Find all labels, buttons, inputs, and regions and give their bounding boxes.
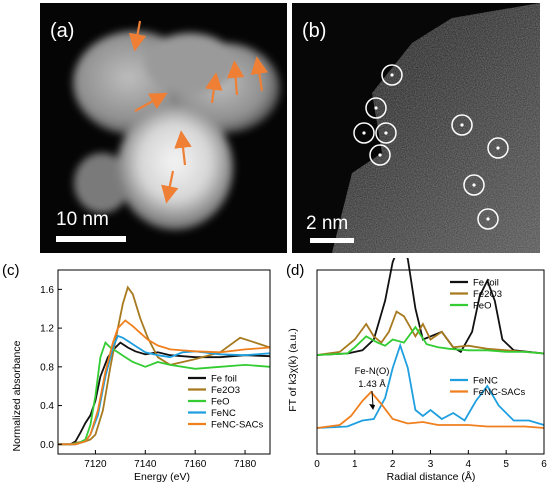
- x-tick-label: 4: [466, 459, 472, 470]
- legend-label-fe-foil: Fe foil: [211, 374, 237, 385]
- series-fe2o3: [316, 310, 545, 356]
- legend-label-feo: FeO: [211, 397, 229, 408]
- panel-c-label: (c): [2, 262, 20, 279]
- panel-a-scale-text: 10 nm: [56, 209, 109, 230]
- annotation: Fe-N(O) 1.43 Å: [355, 366, 390, 410]
- panel-b-micrograph: (b) 2 nm: [292, 3, 540, 253]
- arrow-markers: [128, 20, 269, 204]
- y-tick-label: 0.8: [40, 362, 54, 373]
- x-tick-label: 1: [352, 459, 358, 470]
- legend-label-feo: FeO: [473, 301, 491, 312]
- y-tick-label: 0.4: [40, 401, 54, 412]
- y-tick-label: 1.6: [40, 285, 54, 296]
- x-tick-label: 3: [428, 459, 434, 470]
- x-tick-label: 5: [503, 459, 509, 470]
- x-tick-label: 6: [541, 459, 547, 470]
- panel-d-label: (d): [286, 262, 304, 279]
- series-fenc-sacs: [316, 390, 545, 429]
- series-fe-foil: [316, 241, 545, 356]
- panel-b-scale-text: 2 nm: [306, 213, 348, 234]
- annotation-arrowhead: [369, 404, 376, 410]
- panel-b-image: (b) 2 nm: [292, 3, 540, 253]
- x-axis-label: Energy (eV): [134, 471, 190, 483]
- series-fenc-sacs: [58, 319, 271, 446]
- annotation-line2: 1.43 Å: [358, 379, 386, 390]
- legend-label-fenc-sacs: FeNC-SACs: [473, 387, 526, 398]
- x-tick-label: 7160: [184, 459, 207, 470]
- panel-a-scale-bar: [56, 236, 126, 242]
- x-tick-label: 7120: [84, 459, 107, 470]
- panel-b-label: (b): [302, 20, 326, 42]
- annotation-line1: Fe-N(O): [355, 366, 390, 377]
- y-tick-label: 0.0: [40, 440, 54, 451]
- y-tick-label: 1.2: [40, 324, 54, 335]
- x-tick-label: 2: [390, 459, 396, 470]
- y-axis-label: Normalized absorbance: [11, 340, 23, 451]
- series-feo: [58, 340, 271, 446]
- series-fenc: [316, 342, 545, 429]
- x-tick-label: 7180: [234, 459, 257, 470]
- panel-c-chart: (c) 7120 7140 7160 7180 0.0 0.4 0.8 1.2 1.6 Fe f…: [0, 258, 280, 485]
- legend-label-fenc: FeNC: [473, 376, 498, 387]
- series-feo: [316, 325, 545, 356]
- panel-a-image: (a) 10 nm: [40, 3, 287, 253]
- legend-label-fenc-sacs: FeNC-SACs: [211, 420, 264, 431]
- panel-a-micrograph: (a) 10 nm: [40, 3, 287, 253]
- series-fe-foil: [58, 341, 271, 446]
- series-fe2o3: [58, 285, 271, 446]
- legend-label-fenc: FeNC: [211, 408, 236, 419]
- legend-label-fe2o3: Fe2O3: [473, 289, 502, 300]
- plot-frame: [57, 269, 271, 455]
- panel-d-chart: (d) 0 1 2 3 4 5 6 Fe foil Fe2O3 FeO FeNC FeNC-SACs…: [284, 241, 560, 485]
- panel-b-scale-bar: [310, 238, 354, 243]
- legend-label-fe-foil: Fe foil: [473, 278, 499, 289]
- y-axis-label: FT of k3χ(k) (a.u.): [287, 328, 299, 412]
- x-tick-label: 0: [314, 459, 320, 470]
- panel-a-label: (a): [50, 20, 74, 42]
- xanes-chart: (c) 7120 7140 7160 7180 0.0 0.4 0.8 1.2 1.6 Fe f…: [2, 262, 271, 483]
- single-atom-circles: [353, 64, 509, 230]
- x-axis-label: Radial distance (Å): [387, 470, 476, 483]
- legend-label-fe2o3: Fe2O3: [211, 385, 240, 396]
- x-tick-label: 7140: [134, 459, 157, 470]
